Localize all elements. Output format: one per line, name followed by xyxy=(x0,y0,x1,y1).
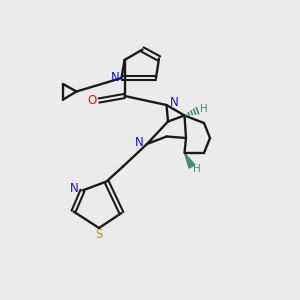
Text: N: N xyxy=(169,96,178,109)
Text: S: S xyxy=(95,228,103,241)
Text: H: H xyxy=(200,104,208,114)
Text: N: N xyxy=(70,182,79,196)
Polygon shape xyxy=(184,153,195,168)
Text: N: N xyxy=(111,70,120,84)
Text: O: O xyxy=(88,94,97,107)
Text: N: N xyxy=(135,136,144,149)
Text: H: H xyxy=(193,164,200,174)
